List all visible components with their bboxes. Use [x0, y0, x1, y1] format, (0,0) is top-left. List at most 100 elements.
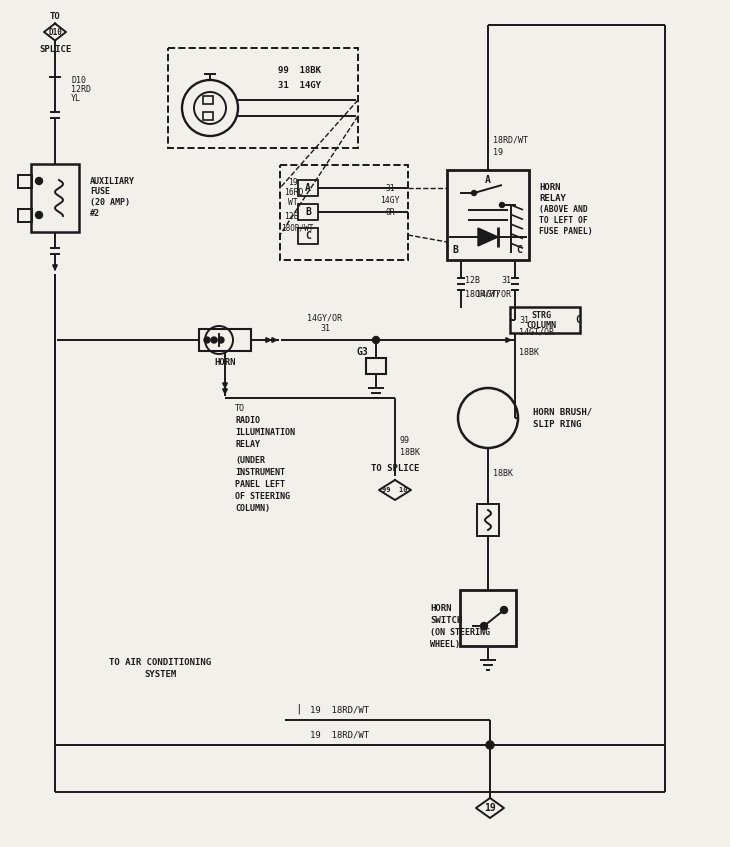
- Bar: [168, 48, 358, 148]
- Text: FUSE: FUSE: [90, 186, 110, 196]
- Text: FUSE PANEL): FUSE PANEL): [539, 226, 593, 235]
- Text: TO SPLICE: TO SPLICE: [371, 463, 419, 473]
- Text: 19  18RD/WT: 19 18RD/WT: [310, 730, 369, 739]
- Text: 18RD/WT: 18RD/WT: [493, 136, 528, 145]
- Text: A: A: [485, 175, 491, 185]
- Text: TO: TO: [235, 403, 245, 412]
- Text: 18BK: 18BK: [493, 468, 513, 478]
- Text: HORN: HORN: [430, 604, 451, 612]
- Circle shape: [204, 337, 210, 343]
- Text: PANEL LEFT: PANEL LEFT: [235, 479, 285, 489]
- Circle shape: [472, 191, 477, 196]
- Text: 31: 31: [501, 275, 511, 285]
- Text: D10: D10: [48, 27, 62, 36]
- Text: C: C: [575, 315, 581, 325]
- Circle shape: [211, 337, 217, 343]
- Text: HORN: HORN: [539, 182, 561, 191]
- Text: SWITCH: SWITCH: [430, 616, 462, 624]
- Text: 14GY/OR: 14GY/OR: [307, 313, 342, 323]
- Circle shape: [36, 212, 42, 219]
- Text: 12RD: 12RD: [71, 85, 91, 93]
- Circle shape: [499, 202, 504, 208]
- Bar: [298, 204, 318, 220]
- Bar: [31, 164, 79, 232]
- Text: OF STEERING: OF STEERING: [235, 491, 290, 501]
- Text: TO AIR CONDITIONING: TO AIR CONDITIONING: [109, 657, 211, 667]
- Text: STRG: STRG: [531, 311, 551, 319]
- Text: TO LEFT OF: TO LEFT OF: [539, 215, 588, 224]
- Text: (UNDER: (UNDER: [235, 456, 265, 464]
- Bar: [18, 174, 32, 187]
- Text: COLUMN): COLUMN): [235, 503, 270, 512]
- Circle shape: [218, 337, 224, 343]
- Circle shape: [480, 623, 488, 629]
- Text: 18BK: 18BK: [400, 447, 420, 457]
- Text: 31: 31: [519, 315, 529, 324]
- Text: 18BK: 18BK: [519, 347, 539, 357]
- Text: 18OR/WT: 18OR/WT: [281, 224, 313, 232]
- Text: 19: 19: [493, 147, 503, 157]
- Text: 31  14GY: 31 14GY: [278, 80, 321, 90]
- Text: 14GT/OR: 14GT/OR: [519, 328, 554, 336]
- Text: 18OR/WT: 18OR/WT: [465, 290, 500, 298]
- Bar: [298, 228, 318, 244]
- Text: AUXILIARY: AUXILIARY: [90, 176, 135, 185]
- Text: INSTRUMENT: INSTRUMENT: [235, 468, 285, 477]
- Text: 14GY: 14GY: [380, 196, 399, 204]
- Text: 99  10: 99 10: [383, 487, 408, 493]
- Text: YL: YL: [71, 93, 81, 102]
- Text: 99  18BK: 99 18BK: [278, 65, 321, 75]
- Text: #2: #2: [90, 208, 100, 218]
- Text: HORN: HORN: [214, 357, 236, 367]
- Text: (20 AMP): (20 AMP): [90, 197, 130, 207]
- Bar: [199, 329, 251, 351]
- Text: B: B: [305, 207, 311, 217]
- Text: 14GT/OR: 14GT/OR: [476, 290, 511, 298]
- Bar: [18, 208, 32, 222]
- Text: (ON STEERING: (ON STEERING: [430, 628, 490, 636]
- Text: 31: 31: [320, 324, 330, 333]
- Text: 31: 31: [386, 184, 396, 192]
- Text: 12B: 12B: [465, 275, 480, 285]
- Circle shape: [372, 336, 380, 344]
- Text: SPLICE: SPLICE: [39, 45, 71, 53]
- Text: 19: 19: [484, 803, 496, 813]
- Text: 16RD: 16RD: [284, 187, 304, 197]
- Polygon shape: [478, 228, 498, 246]
- Bar: [447, 170, 529, 260]
- Text: 19  18RD/WT: 19 18RD/WT: [310, 706, 369, 715]
- Circle shape: [36, 178, 42, 185]
- Text: 12B: 12B: [284, 212, 299, 220]
- Bar: [366, 358, 386, 374]
- Text: TO: TO: [50, 12, 61, 20]
- Text: C: C: [305, 231, 311, 241]
- Text: (ABOVE AND: (ABOVE AND: [539, 204, 588, 213]
- Text: COLUMN: COLUMN: [526, 320, 556, 329]
- Text: RELAY: RELAY: [539, 193, 566, 202]
- Text: RELAY: RELAY: [235, 440, 260, 449]
- Bar: [460, 590, 516, 646]
- Text: ILLUMINATION: ILLUMINATION: [235, 428, 295, 436]
- Text: G3: G3: [356, 347, 368, 357]
- Text: HORN BRUSH/: HORN BRUSH/: [533, 407, 592, 417]
- Bar: [477, 504, 499, 536]
- Text: SYSTEM: SYSTEM: [144, 669, 176, 678]
- Text: SLIP RING: SLIP RING: [533, 419, 581, 429]
- Text: WHEEL): WHEEL): [430, 639, 460, 649]
- Bar: [298, 180, 318, 196]
- Text: OR: OR: [386, 208, 396, 217]
- Text: 19: 19: [288, 178, 298, 186]
- Text: D10: D10: [71, 75, 86, 85]
- Circle shape: [486, 741, 494, 749]
- Bar: [203, 96, 213, 104]
- Text: 99: 99: [400, 435, 410, 445]
- Text: |: |: [295, 704, 301, 714]
- Text: RADIO: RADIO: [235, 416, 260, 424]
- Text: B: B: [452, 245, 458, 255]
- Circle shape: [501, 606, 507, 613]
- Bar: [510, 307, 580, 333]
- Text: A: A: [305, 183, 311, 193]
- Bar: [280, 165, 408, 260]
- Bar: [203, 112, 213, 120]
- Text: WT: WT: [288, 197, 298, 207]
